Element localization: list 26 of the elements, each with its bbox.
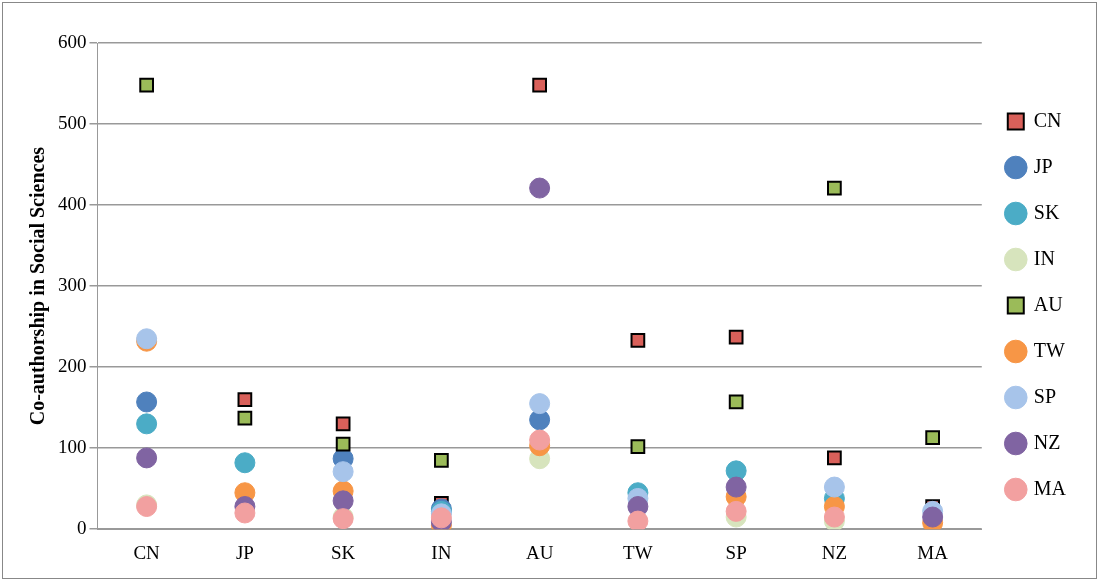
legend-label: SK	[1033, 200, 1060, 223]
y-axis-title: Co-authorship in Social Sciences	[26, 146, 50, 426]
y-tick-label: 200	[58, 355, 87, 377]
y-tick-label: 0	[77, 517, 87, 539]
x-tick-label: TW	[623, 541, 653, 563]
y-tick-label: 500	[58, 112, 87, 134]
x-tick-label: SK	[330, 541, 356, 563]
x-tick-label: NZ	[821, 541, 848, 563]
y-tick-label: 400	[58, 193, 87, 215]
x-tick-label: IN	[431, 541, 452, 563]
legend-label: JP	[1033, 154, 1053, 177]
x-tick-label: MA	[917, 541, 949, 563]
y-tick-label: 300	[58, 274, 87, 296]
x-tick-label: CN	[133, 541, 161, 563]
x-tick-label: JP	[235, 541, 254, 563]
x-tick-label: SP	[725, 541, 747, 563]
y-tick-label: 100	[58, 436, 87, 458]
legend-label: AU	[1033, 292, 1064, 315]
legend-label: MA	[1033, 476, 1067, 499]
legend-label: TW	[1033, 338, 1065, 361]
y-tick-label: 600	[58, 30, 87, 52]
x-tick-label: AU	[525, 541, 554, 563]
legend-label: CN	[1033, 108, 1062, 131]
legend-label: NZ	[1033, 430, 1061, 453]
legend-label: SP	[1033, 384, 1057, 407]
legend-label: IN	[1033, 246, 1055, 269]
